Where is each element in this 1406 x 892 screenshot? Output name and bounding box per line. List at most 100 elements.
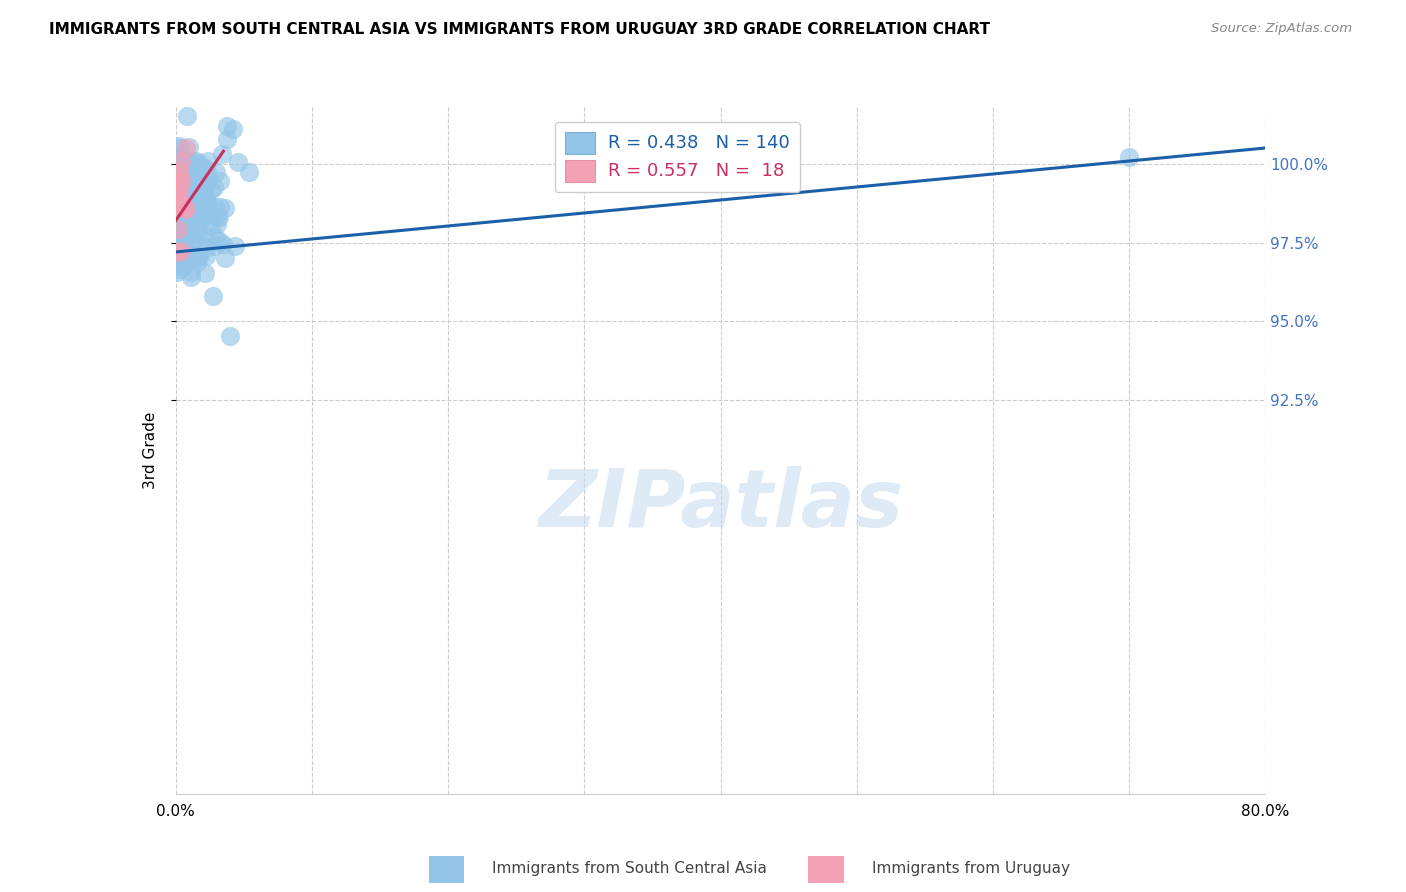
Point	[166, 229, 188, 244]
Point	[179, 176, 201, 190]
Point	[188, 213, 211, 227]
Point	[1118, 151, 1140, 165]
Point	[167, 200, 190, 214]
Point	[172, 242, 194, 256]
Point	[190, 198, 212, 212]
Point	[193, 227, 215, 242]
Point	[190, 202, 212, 217]
Point	[170, 195, 193, 210]
Point	[181, 183, 204, 197]
Point	[177, 197, 200, 211]
Point	[180, 215, 202, 229]
Point	[166, 221, 188, 235]
Point	[176, 189, 198, 203]
Point	[166, 233, 188, 247]
Point	[219, 328, 242, 343]
Point	[167, 182, 190, 196]
Point	[166, 231, 188, 245]
Point	[181, 208, 204, 222]
Point	[166, 169, 188, 184]
Point	[238, 165, 260, 179]
Point	[179, 228, 201, 243]
Point	[176, 202, 198, 217]
Point	[215, 119, 238, 133]
Point	[174, 189, 197, 203]
Point	[166, 192, 188, 206]
Point	[195, 195, 218, 210]
Point	[169, 202, 191, 216]
Point	[205, 211, 228, 225]
Point	[214, 201, 236, 215]
Point	[195, 249, 218, 263]
Point	[211, 236, 233, 251]
Point	[214, 251, 236, 265]
Point	[177, 203, 200, 218]
Point	[191, 203, 214, 218]
Point	[194, 161, 217, 175]
Point	[172, 223, 194, 237]
Point	[197, 153, 219, 168]
Point	[165, 151, 187, 165]
Text: Immigrants from South Central Asia: Immigrants from South Central Asia	[492, 861, 768, 876]
Point	[166, 265, 188, 279]
Point	[166, 186, 188, 200]
Point	[184, 165, 207, 179]
Point	[174, 192, 197, 206]
Point	[187, 248, 209, 262]
Point	[169, 244, 191, 259]
Point	[183, 198, 205, 212]
Text: ZIPatlas: ZIPatlas	[538, 467, 903, 544]
Point	[177, 221, 200, 235]
Point	[180, 265, 202, 279]
Point	[190, 161, 212, 175]
Point	[166, 215, 188, 229]
Point	[170, 178, 193, 192]
Point	[226, 155, 249, 169]
Point	[172, 259, 194, 273]
Point	[208, 210, 231, 224]
Point	[188, 160, 211, 174]
Point	[187, 221, 209, 235]
Point	[174, 193, 197, 207]
Point	[180, 252, 202, 266]
Point	[172, 198, 194, 212]
Point	[179, 246, 201, 260]
Point	[187, 213, 209, 227]
Point	[166, 226, 188, 240]
Point	[191, 209, 214, 223]
Point	[174, 165, 197, 179]
Point	[209, 200, 232, 214]
Point	[166, 200, 188, 214]
Point	[191, 179, 214, 194]
Point	[170, 251, 193, 265]
Point	[195, 175, 218, 189]
Point	[173, 231, 195, 245]
Point	[170, 219, 193, 234]
Point	[224, 239, 246, 253]
Point	[173, 191, 195, 205]
Point	[183, 163, 205, 178]
Point	[166, 187, 188, 202]
Point	[193, 186, 215, 200]
Point	[169, 139, 191, 153]
Point	[200, 183, 222, 197]
Point	[204, 200, 226, 214]
Point	[167, 212, 190, 227]
Point	[174, 155, 197, 169]
Text: Source: ZipAtlas.com: Source: ZipAtlas.com	[1212, 22, 1353, 36]
Point	[186, 226, 208, 240]
Point	[174, 141, 197, 155]
Point	[204, 165, 226, 179]
Point	[180, 270, 202, 285]
Point	[173, 201, 195, 215]
Point	[167, 190, 190, 204]
Point	[179, 140, 201, 154]
Point	[194, 191, 217, 205]
Point	[172, 259, 194, 273]
Point	[209, 174, 232, 188]
Text: IMMIGRANTS FROM SOUTH CENTRAL ASIA VS IMMIGRANTS FROM URUGUAY 3RD GRADE CORRELAT: IMMIGRANTS FROM SOUTH CENTRAL ASIA VS IM…	[49, 22, 990, 37]
Point	[202, 289, 225, 303]
Point	[222, 122, 245, 136]
Point	[177, 176, 200, 190]
Point	[208, 234, 231, 248]
